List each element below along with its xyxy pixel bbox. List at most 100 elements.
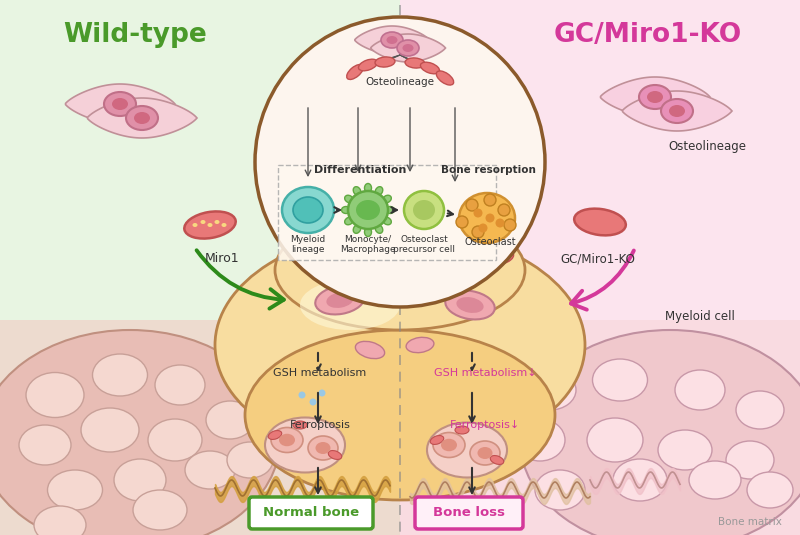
Text: Ferroptosis↓: Ferroptosis↓ <box>450 420 520 430</box>
Text: Miro1: Miro1 <box>205 252 239 265</box>
Circle shape <box>298 392 306 399</box>
Ellipse shape <box>26 372 84 417</box>
Ellipse shape <box>413 200 435 220</box>
Circle shape <box>255 17 545 307</box>
Circle shape <box>466 199 478 211</box>
Ellipse shape <box>293 421 307 429</box>
Ellipse shape <box>155 365 205 405</box>
Ellipse shape <box>326 292 354 308</box>
Ellipse shape <box>81 408 139 452</box>
Ellipse shape <box>441 439 457 451</box>
Text: Osteoclast
precursor cell: Osteoclast precursor cell <box>393 235 455 255</box>
Ellipse shape <box>375 187 382 195</box>
FancyBboxPatch shape <box>249 497 373 529</box>
Text: Bone loss: Bone loss <box>433 507 505 519</box>
Ellipse shape <box>126 106 158 130</box>
Text: GC/Miro1-KO: GC/Miro1-KO <box>554 22 742 48</box>
Text: GSH metabolism↓: GSH metabolism↓ <box>434 368 536 378</box>
Ellipse shape <box>402 44 414 52</box>
Text: GSH metabolism: GSH metabolism <box>274 368 366 378</box>
Ellipse shape <box>293 197 323 223</box>
Ellipse shape <box>93 354 147 396</box>
Ellipse shape <box>193 223 198 227</box>
Text: Osteoclast: Osteoclast <box>464 237 516 247</box>
Ellipse shape <box>593 359 647 401</box>
FancyArrowPatch shape <box>197 250 284 309</box>
Ellipse shape <box>214 220 219 224</box>
Ellipse shape <box>446 291 494 319</box>
Ellipse shape <box>661 99 693 123</box>
Ellipse shape <box>404 191 444 229</box>
Ellipse shape <box>421 62 439 74</box>
Ellipse shape <box>486 251 514 265</box>
Ellipse shape <box>300 280 400 330</box>
Ellipse shape <box>345 195 354 203</box>
Ellipse shape <box>271 427 303 453</box>
Ellipse shape <box>227 442 273 478</box>
Circle shape <box>310 399 317 406</box>
Ellipse shape <box>639 85 671 109</box>
Ellipse shape <box>747 472 793 508</box>
Circle shape <box>486 213 494 223</box>
Ellipse shape <box>245 330 555 500</box>
Bar <box>0 320 400 535</box>
Text: Bone matrix: Bone matrix <box>718 517 782 527</box>
Ellipse shape <box>315 286 365 315</box>
Polygon shape <box>66 84 175 124</box>
Ellipse shape <box>282 187 334 233</box>
Text: Differentiation: Differentiation <box>314 165 406 175</box>
Ellipse shape <box>405 58 425 68</box>
Ellipse shape <box>520 330 800 535</box>
Ellipse shape <box>279 434 295 446</box>
Circle shape <box>498 204 510 216</box>
Circle shape <box>484 194 496 206</box>
Text: GC/Miro1-KO: GC/Miro1-KO <box>561 252 635 265</box>
Circle shape <box>495 218 505 227</box>
Ellipse shape <box>348 191 388 229</box>
Ellipse shape <box>587 418 643 462</box>
Ellipse shape <box>346 65 363 80</box>
Ellipse shape <box>104 92 136 116</box>
Circle shape <box>456 216 468 228</box>
Ellipse shape <box>365 184 371 193</box>
Ellipse shape <box>386 207 394 213</box>
FancyBboxPatch shape <box>278 165 496 260</box>
Ellipse shape <box>381 32 403 48</box>
Circle shape <box>318 389 326 396</box>
Ellipse shape <box>34 506 86 535</box>
Ellipse shape <box>382 217 391 225</box>
Ellipse shape <box>478 447 493 459</box>
Ellipse shape <box>275 210 525 330</box>
Ellipse shape <box>613 459 667 501</box>
Ellipse shape <box>134 112 150 124</box>
Ellipse shape <box>658 430 712 470</box>
Text: Bone resorption: Bone resorption <box>441 165 535 175</box>
Ellipse shape <box>381 277 429 303</box>
Ellipse shape <box>386 36 398 44</box>
Ellipse shape <box>397 40 419 56</box>
Ellipse shape <box>354 187 361 195</box>
Text: Monocyte/
Macrophage: Monocyte/ Macrophage <box>340 235 396 255</box>
Ellipse shape <box>286 248 314 262</box>
Polygon shape <box>601 77 710 117</box>
Ellipse shape <box>524 370 576 410</box>
Text: Myeloid cell: Myeloid cell <box>665 310 735 323</box>
Polygon shape <box>87 98 197 138</box>
Text: Ferroptosis: Ferroptosis <box>290 420 350 430</box>
Ellipse shape <box>382 195 391 203</box>
FancyBboxPatch shape <box>415 497 523 529</box>
Text: Myeloid
lineage: Myeloid lineage <box>290 235 326 255</box>
Ellipse shape <box>455 426 469 434</box>
Ellipse shape <box>185 451 235 489</box>
Ellipse shape <box>515 419 565 461</box>
Ellipse shape <box>669 105 685 117</box>
Ellipse shape <box>308 436 338 460</box>
Ellipse shape <box>268 431 282 439</box>
Text: Osteolineage: Osteolineage <box>668 140 746 153</box>
Ellipse shape <box>447 243 473 256</box>
Ellipse shape <box>689 461 741 499</box>
Ellipse shape <box>206 401 254 439</box>
Ellipse shape <box>354 225 361 233</box>
Ellipse shape <box>736 391 784 429</box>
Ellipse shape <box>315 442 330 454</box>
